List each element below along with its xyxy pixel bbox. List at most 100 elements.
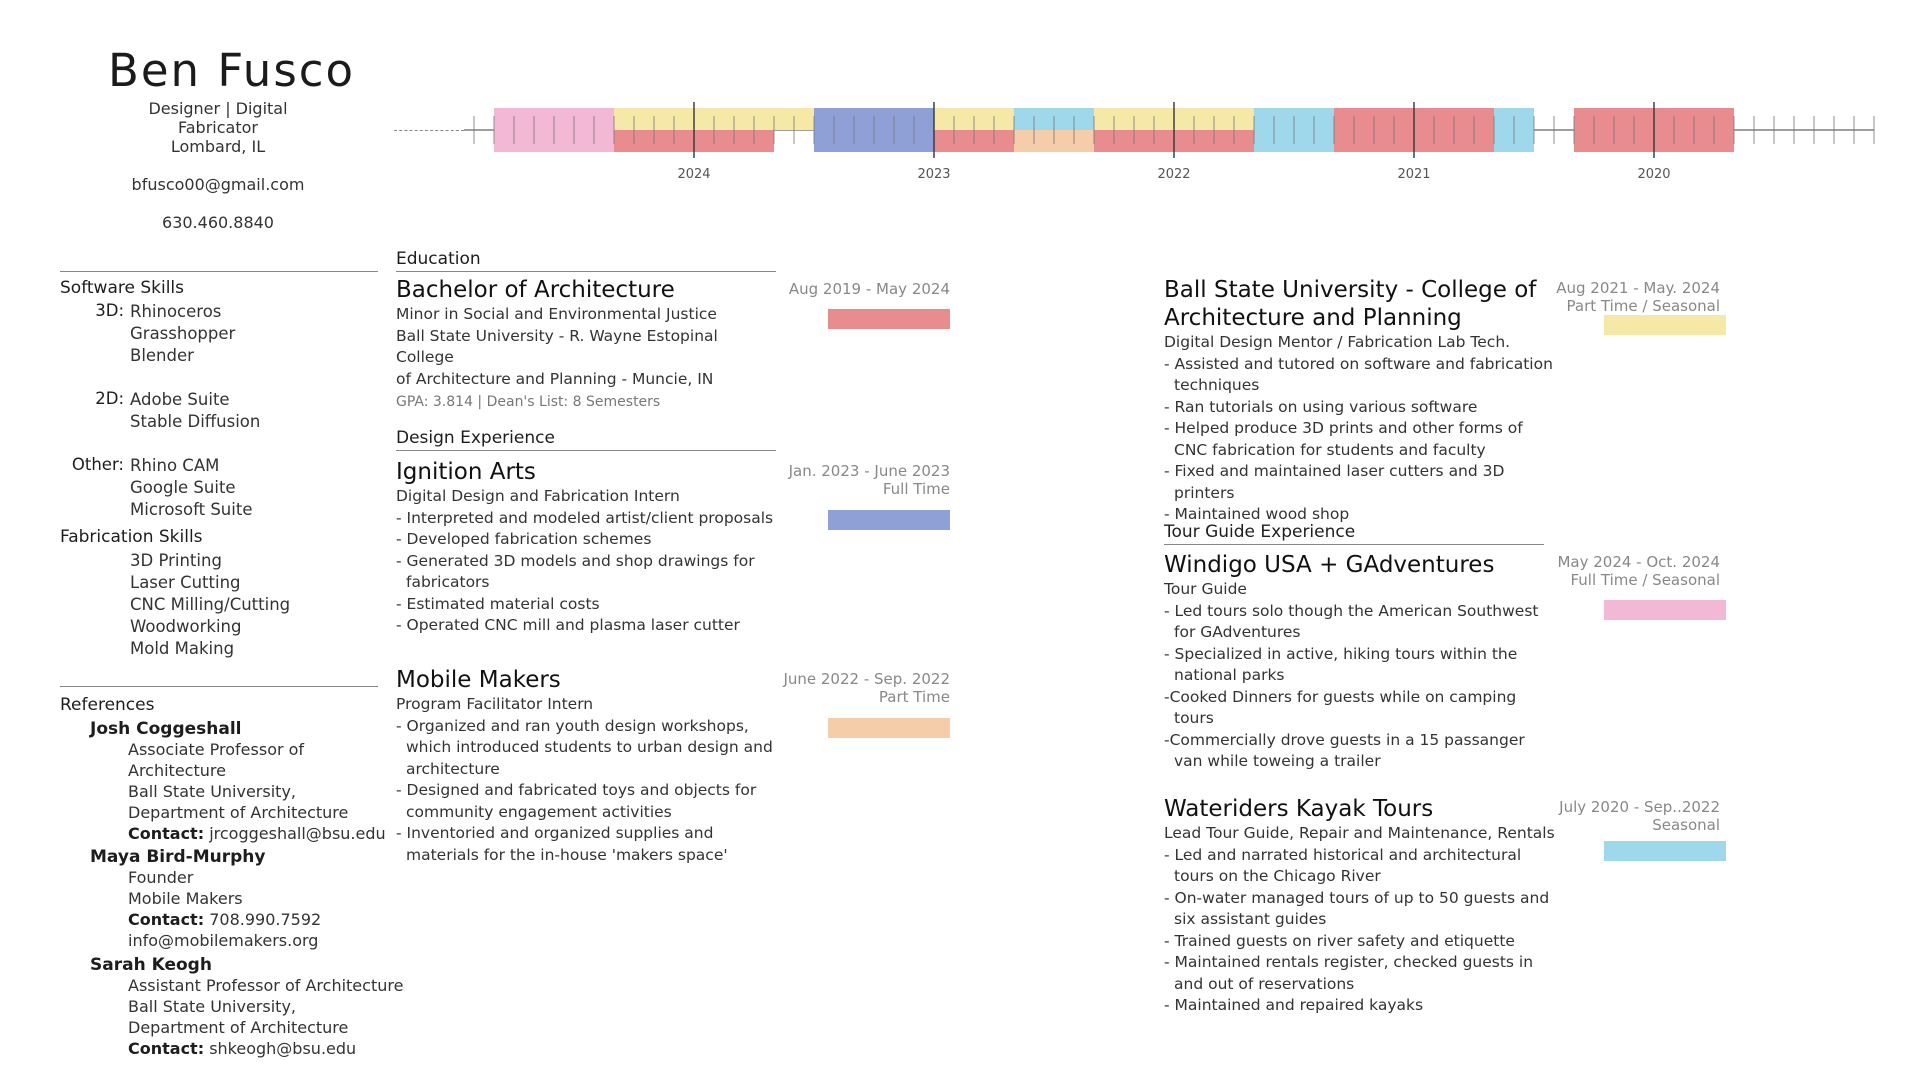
timeline-year-label: 2020 — [1637, 167, 1670, 182]
fabrication-skill-item: Woodworking — [130, 617, 242, 636]
skill-item: Adobe Suite — [130, 390, 230, 409]
ignition-arts-entry: Ignition Arts Digital Design and Fabrica… — [396, 458, 776, 637]
reference-contact[interactable]: 708.990.7592 — [209, 910, 322, 929]
job-bullet: - Specialized in active, hiking tours wi… — [1164, 644, 1518, 685]
education-entry: Bachelor of Architecture Minor in Social… — [396, 276, 776, 410]
job-role: Tour Guide — [1164, 580, 1247, 598]
job-bullet: - Inventoried and organized supplies and… — [396, 824, 728, 864]
ball-state-date: Aug 2021 - May. 2024 Part Time / Seasona… — [1500, 279, 1720, 315]
tour-guide-rule — [1164, 544, 1544, 545]
fabrication-skills-list: 3D Printing Laser Cutting CNC Milling/Cu… — [130, 550, 290, 660]
timeline-year-label: 2022 — [1157, 167, 1190, 182]
education-line: Minor in Social and Environmental Justic… — [396, 305, 717, 323]
job-bullet: - Operated CNC mill and plasma laser cut… — [396, 616, 740, 634]
job-date: Jan. 2023 - June 2023 — [788, 462, 950, 480]
timeline: 2024 2023 2022 2021 2020 — [464, 102, 1875, 182]
software-skills-list: 3D: Rhinoceros Grasshopper Blender 2D: A… — [60, 301, 360, 521]
job-bullet: - Helped produce 3D prints and other for… — [1164, 419, 1523, 459]
reference-line: Associate Professor of — [128, 740, 305, 759]
reference-line: Assistant Professor of Architecture — [128, 976, 404, 995]
tour-guide-heading: Tour Guide Experience — [1164, 522, 1356, 542]
fabrication-skill-item: Laser Cutting — [130, 573, 241, 592]
reference-name: Maya Bird-Murphy — [90, 847, 266, 867]
software-skills-heading: Software Skills — [60, 278, 185, 298]
fabrication-skill-item: CNC Milling/Cutting — [130, 595, 291, 614]
resume-name: Ben Fusco — [108, 44, 356, 97]
job-bullet: - Generated 3D models and shop drawings … — [396, 551, 755, 592]
job-bullet: - Fixed and maintained laser cutters and… — [1164, 462, 1505, 502]
phone: 630.460.8840 — [162, 213, 274, 232]
skill-item: Rhinoceros — [130, 302, 222, 321]
job-bullet: - Led tours solo though the American Sou… — [1164, 601, 1539, 642]
job-bullet: - Designed and fabricated toys and objec… — [396, 781, 757, 821]
reference-name: Sarah Keogh — [90, 955, 212, 975]
reference-line: Department of Architecture — [128, 1018, 349, 1037]
windigo-color-bar — [1604, 600, 1726, 620]
reference-contact[interactable]: jrcoggeshall@bsu.edu — [209, 824, 386, 843]
job-bullet: - Interpreted and modeled artist/client … — [396, 508, 774, 527]
job-bullet: - On-water managed tours of up to 50 gue… — [1164, 888, 1550, 929]
timeline-year-label: 2024 — [677, 167, 710, 182]
windigo-entry: Windigo USA + GAdventures Tour Guide - L… — [1164, 551, 1556, 773]
wateriders-entry: Wateriders Kayak Tours Lead Tour Guide, … — [1164, 795, 1556, 1017]
reference-line: Ball State University, — [128, 997, 296, 1016]
reference-line: Ball State University, — [128, 782, 296, 801]
job-date: June 2022 - Sep. 2022 — [783, 670, 950, 688]
job-type: Part Time / Seasonal — [1566, 297, 1720, 315]
contact-label: Contact: — [128, 910, 205, 929]
skill-item: Microsoft Suite — [130, 500, 253, 519]
job-date: July 2020 - Sep..2022 — [1559, 798, 1720, 816]
timeline-year-marks: 2024 2023 2022 2021 2020 — [677, 102, 1671, 182]
wateriders-color-bar — [1604, 841, 1726, 861]
skill-group-label: Other: — [71, 455, 124, 474]
job-company: Ball State University - College of Archi… — [1164, 277, 1537, 331]
education-gpa: GPA: 3.814 | Dean's List: 8 Semesters — [396, 394, 661, 410]
job-role: Digital Design and Fabrication Intern — [396, 487, 680, 505]
job-role: Lead Tour Guide, Repair and Maintenance,… — [1164, 824, 1555, 842]
contact-label: Contact: — [128, 824, 205, 843]
skill-item: Stable Diffusion — [130, 412, 261, 431]
job-bullet: - Ran tutorials on using various softwar… — [1164, 397, 1478, 416]
reference-contact[interactable]: shkeogh@bsu.edu — [209, 1039, 357, 1058]
job-bullet: - Organized and ran youth design worksho… — [396, 716, 773, 778]
job-bullet: - Developed fabrication schemes — [396, 530, 652, 548]
references-rule — [60, 686, 378, 687]
references-heading: References — [60, 695, 155, 715]
design-experience-rule — [396, 450, 776, 451]
job-bullet: - Maintained wood shop — [1164, 505, 1350, 523]
reference-maya: Maya Bird-Murphy Founder Mobile Makers C… — [90, 847, 390, 951]
reference-name: Josh Coggeshall — [90, 719, 242, 739]
skill-group-label: 2D: — [95, 389, 124, 408]
education-rule — [396, 271, 776, 272]
skill-item: Google Suite — [130, 478, 236, 497]
reference-email[interactable]: info@mobilemakers.org — [128, 931, 319, 950]
education-line: Ball State University - R. Wayne Estopin… — [396, 326, 718, 367]
skill-group-label: 3D: — [95, 301, 124, 320]
job-bullet: -Cooked Dinners for guests while on camp… — [1164, 687, 1517, 728]
fabrication-skills-heading: Fabrication Skills — [60, 527, 203, 547]
contact-label: Contact: — [128, 1039, 205, 1058]
skill-item: Grasshopper — [130, 324, 236, 343]
job-company: Mobile Makers — [396, 667, 561, 693]
mobile-makers-date: June 2022 - Sep. 2022 Part Time — [740, 670, 950, 706]
job-date: May 2024 - Oct. 2024 — [1557, 553, 1720, 571]
job-bullet: - Assisted and tutored on software and f… — [1164, 354, 1553, 395]
job-company: Windigo USA + GAdventures — [1164, 552, 1495, 578]
job-bullet: - Led and narrated historical and archit… — [1164, 845, 1522, 886]
timeline-dashed-lead — [394, 130, 464, 131]
email: bfusco00@gmail.com — [131, 175, 305, 194]
job-bullet: - Maintained rentals register, checked g… — [1164, 953, 1534, 993]
job-role: Digital Design Mentor / Fabrication Lab … — [1164, 333, 1511, 351]
job-bullet: - Maintained and repaired kayaks — [1164, 996, 1424, 1014]
job-company: Ignition Arts — [396, 459, 536, 485]
timeline-ticks — [473, 116, 1875, 144]
job-type: Part Time — [878, 688, 950, 706]
ignition-arts-date: Jan. 2023 - June 2023 Full Time — [740, 462, 950, 498]
education-heading: Education — [396, 249, 481, 269]
reference-line: Architecture — [128, 761, 226, 780]
education-degree: Bachelor of Architecture — [396, 277, 675, 303]
mobile-makers-color-bar — [828, 718, 950, 738]
job-bullet: - Estimated material costs — [396, 594, 600, 613]
windigo-date: May 2024 - Oct. 2024 Full Time / Seasona… — [1500, 553, 1720, 589]
job-type: Full Time — [882, 480, 950, 498]
